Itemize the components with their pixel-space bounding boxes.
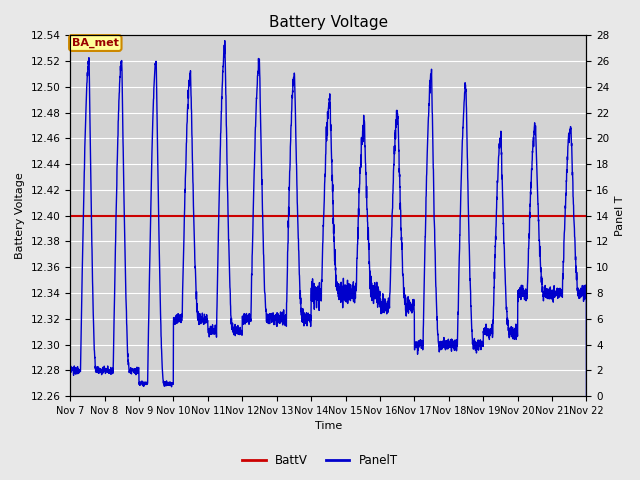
Text: BA_met: BA_met xyxy=(72,38,119,48)
Legend: BattV, PanelT: BattV, PanelT xyxy=(237,449,403,472)
Title: Battery Voltage: Battery Voltage xyxy=(269,15,388,30)
X-axis label: Time: Time xyxy=(315,421,342,432)
Y-axis label: Battery Voltage: Battery Voltage xyxy=(15,172,25,259)
Y-axis label: Panel T: Panel T xyxy=(615,195,625,236)
